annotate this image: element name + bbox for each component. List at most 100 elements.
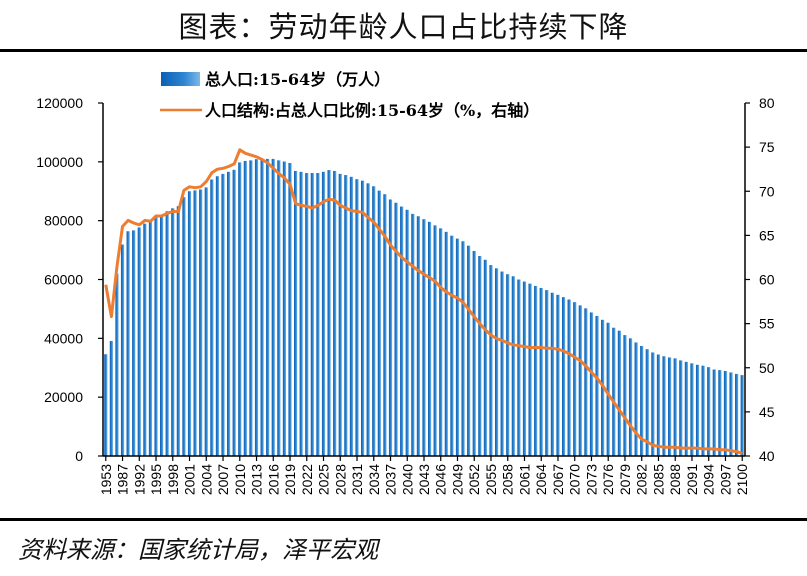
bar-1998 — [171, 208, 175, 456]
x-tick-label: 1987 — [115, 464, 131, 495]
bar-2015 — [266, 158, 270, 456]
bar-2092 — [695, 364, 700, 456]
x-tick-label: 2070 — [567, 464, 583, 495]
bar-2052 — [472, 250, 476, 456]
bar-2050 — [461, 241, 465, 456]
x-tick-label: 2007 — [215, 464, 231, 495]
bar-2096 — [718, 370, 722, 456]
bar-2038 — [394, 202, 398, 456]
bar-2087 — [668, 357, 672, 456]
x-tick-label: 2058 — [500, 464, 516, 495]
bar-2059 — [511, 276, 515, 456]
x-tick-label: 2079 — [617, 464, 633, 495]
y-right-tick-label: 50 — [759, 360, 775, 376]
y-right-tick-label: 75 — [759, 139, 775, 155]
bar-2070 — [573, 302, 577, 456]
y-right-tick-label: 80 — [759, 95, 775, 111]
bar-2069 — [567, 299, 571, 456]
bar-1999 — [176, 206, 180, 456]
x-tick-label: 2037 — [383, 464, 399, 495]
x-tick-label: 2091 — [684, 464, 700, 495]
bar-2009 — [232, 169, 236, 457]
y-right-tick-label: 60 — [759, 272, 775, 288]
bar-2042 — [416, 216, 421, 456]
bar-2031 — [355, 179, 359, 457]
x-tick-label: 2013 — [249, 464, 265, 495]
bar-2051 — [467, 245, 471, 456]
bar-2014 — [260, 160, 264, 457]
bar-2082 — [640, 345, 644, 456]
bar-2097 — [723, 370, 728, 456]
x-tick-label: 2073 — [583, 464, 599, 495]
y-left-tick-label: 120000 — [36, 95, 83, 111]
bar-2019 — [288, 163, 292, 456]
bar-2072 — [584, 308, 588, 456]
bar-2007 — [221, 173, 225, 456]
bar-2041 — [411, 213, 415, 456]
bar-2037 — [388, 199, 393, 456]
x-tick-label: 2100 — [734, 464, 750, 495]
bar-series — [104, 158, 744, 457]
x-tick-label: 2010 — [232, 464, 248, 495]
bar-2089 — [679, 360, 683, 456]
x-tick-label: 2076 — [600, 464, 616, 495]
bar-2057 — [500, 271, 504, 456]
bar-1997 — [165, 211, 169, 456]
bar-2093 — [701, 365, 705, 456]
bottom-rule — [0, 518, 807, 521]
bar-2036 — [383, 194, 387, 457]
bar-2028 — [338, 173, 342, 456]
x-tick-label: 2034 — [366, 464, 382, 495]
bar-2020 — [294, 170, 298, 456]
bar-2047 — [444, 231, 448, 456]
x-tick-label: 2028 — [332, 464, 348, 495]
x-tick-label: 2061 — [516, 464, 532, 495]
bar-2060 — [517, 279, 521, 456]
y-right-tick-label: 45 — [759, 404, 775, 420]
bar-2049 — [455, 238, 460, 456]
bar-2062 — [528, 283, 532, 456]
bar-2068 — [561, 297, 566, 456]
bar-2001 — [187, 191, 192, 456]
bar-2046 — [439, 228, 443, 456]
bar-2016 — [271, 158, 275, 456]
bar-2090 — [684, 361, 688, 456]
bar-2034 — [372, 186, 376, 457]
y-right-tick-label: 70 — [759, 183, 775, 199]
bar-2035 — [377, 190, 381, 456]
line-series — [104, 148, 743, 455]
x-tick-label: 2049 — [449, 464, 465, 495]
x-tick-label: 2094 — [701, 464, 717, 495]
bar-2004 — [204, 187, 208, 456]
x-tick-label: 2088 — [667, 464, 683, 495]
y-left-tick-label: 20000 — [44, 389, 83, 405]
bar-2086 — [662, 356, 666, 456]
bar-2027 — [333, 170, 337, 456]
bar-2006 — [215, 176, 220, 456]
bar-2088 — [673, 358, 677, 456]
bar-2039 — [400, 206, 404, 456]
bar-2053 — [478, 255, 482, 456]
bar-2021 — [299, 171, 303, 456]
bar-2023 — [310, 173, 314, 457]
bar-2044 — [427, 221, 432, 456]
bar-2056 — [494, 268, 499, 456]
bar-2076 — [606, 322, 610, 456]
bar-2064 — [539, 288, 543, 456]
bar-2099 — [735, 373, 739, 456]
x-tick-label: 2004 — [198, 464, 214, 495]
bar-1991 — [132, 230, 136, 456]
x-tick-label: 2001 — [182, 464, 198, 495]
x-tick-label: 2067 — [550, 464, 566, 495]
y-left-tick-label: 60000 — [44, 272, 83, 288]
bar-2010 — [238, 162, 242, 456]
y-left-tick-label: 100000 — [36, 154, 83, 170]
bar-2054 — [483, 259, 488, 456]
x-tick-label: 1998 — [165, 464, 181, 495]
x-tick-label: 1953 — [98, 464, 114, 495]
bar-1964 — [109, 340, 113, 456]
bar-2033 — [366, 183, 370, 456]
x-tick-label: 2016 — [265, 464, 281, 495]
y-left-tick-label: 0 — [75, 448, 83, 464]
bar-1993 — [143, 223, 147, 456]
